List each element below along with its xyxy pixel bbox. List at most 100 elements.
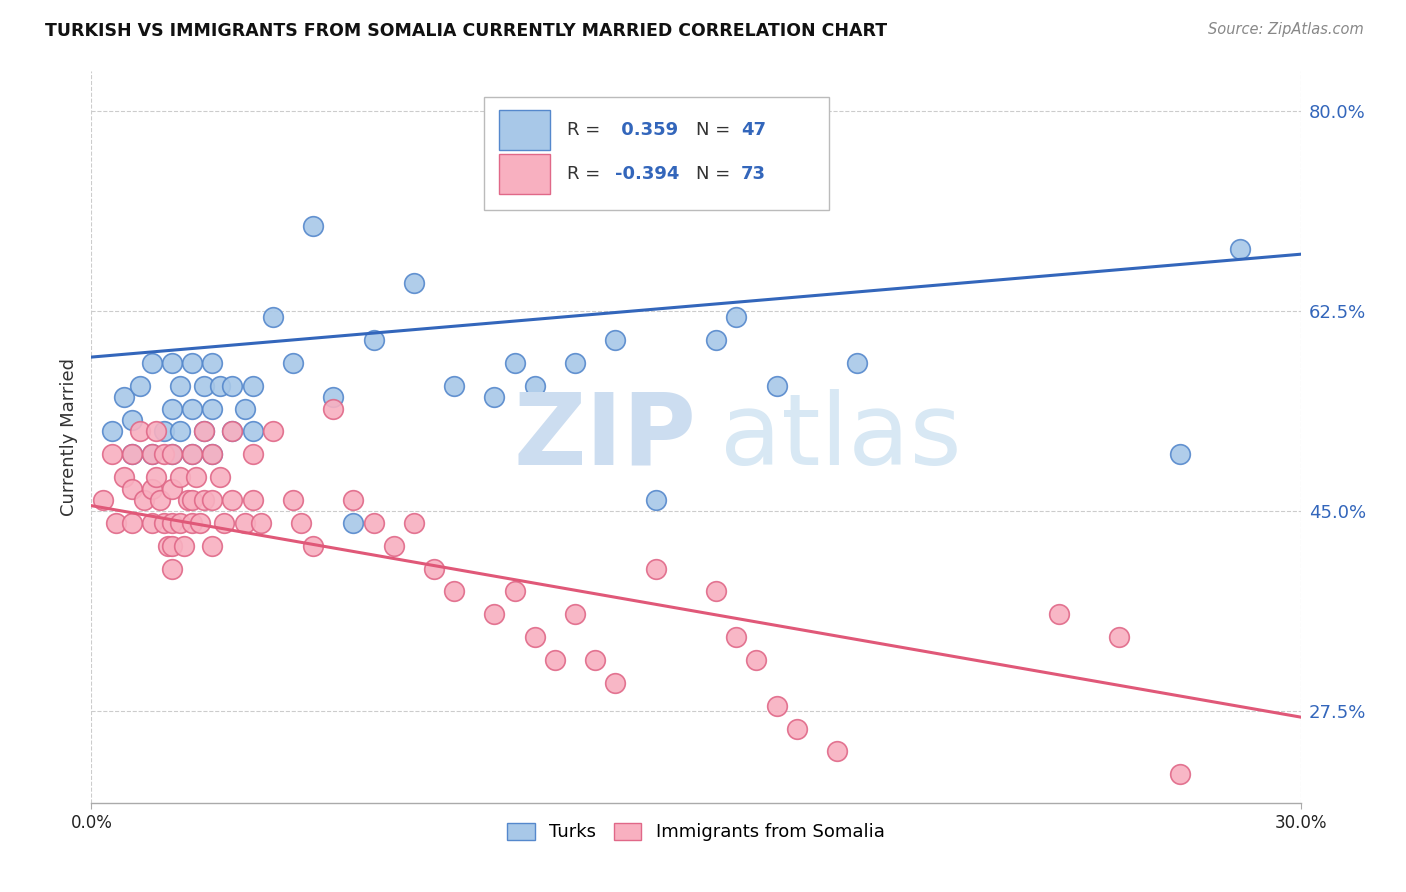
Point (201, 492, 224, 507)
Point (443, 584, 465, 599)
Point (169, 425, 191, 439)
Point (363, 516, 385, 530)
Point (121, 447, 143, 461)
Point (423, 561, 446, 575)
Point (160, 516, 183, 530)
Point (1047, 607, 1070, 622)
Point (141, 482, 163, 496)
Point (786, 722, 808, 736)
Point (145, 470, 167, 484)
Point (149, 492, 172, 507)
Point (100, 447, 122, 461)
Text: ZIP: ZIP (513, 389, 696, 485)
Point (281, 356, 304, 370)
Point (201, 539, 224, 553)
Text: 73: 73 (741, 165, 766, 183)
FancyBboxPatch shape (499, 110, 550, 150)
Point (484, 607, 506, 622)
Point (193, 425, 215, 439)
Y-axis label: Currently Married: Currently Married (59, 358, 77, 516)
Point (112, 470, 135, 484)
Text: N =: N = (696, 165, 730, 183)
Text: Source: ZipAtlas.com: Source: ZipAtlas.com (1208, 22, 1364, 37)
Point (141, 356, 163, 370)
Point (644, 561, 666, 575)
Point (160, 539, 183, 553)
Point (141, 516, 163, 530)
Point (1168, 767, 1191, 781)
Point (221, 378, 243, 392)
Point (704, 333, 727, 347)
Point (177, 492, 200, 507)
Point (181, 401, 204, 416)
Point (181, 447, 204, 461)
Point (169, 516, 191, 530)
Point (503, 356, 526, 370)
Point (201, 356, 224, 370)
Point (193, 492, 215, 507)
Point (281, 492, 304, 507)
Point (290, 516, 312, 530)
Text: R =: R = (567, 165, 600, 183)
Point (221, 492, 243, 507)
Point (160, 401, 183, 416)
Point (242, 447, 264, 461)
Point (262, 310, 284, 324)
Point (93, 492, 115, 507)
Point (233, 516, 256, 530)
Point (302, 219, 325, 233)
Point (363, 333, 385, 347)
Point (342, 516, 364, 530)
Point (605, 333, 627, 347)
Point (249, 516, 271, 530)
Point (173, 539, 195, 553)
Point (153, 425, 176, 439)
Text: TURKISH VS IMMIGRANTS FROM SOMALIA CURRENTLY MARRIED CORRELATION CHART: TURKISH VS IMMIGRANTS FROM SOMALIA CURRE… (45, 22, 887, 40)
Point (201, 447, 224, 461)
Point (564, 356, 586, 370)
Text: 47: 47 (741, 121, 766, 139)
Text: 0.359: 0.359 (614, 121, 678, 139)
Point (523, 630, 546, 644)
Point (605, 675, 627, 690)
Point (322, 401, 344, 416)
Point (181, 516, 204, 530)
Text: R =: R = (567, 121, 600, 139)
Point (160, 447, 183, 461)
Point (725, 310, 748, 324)
Point (145, 425, 167, 439)
Point (214, 516, 236, 530)
Point (443, 378, 465, 392)
Point (121, 447, 143, 461)
Point (169, 470, 191, 484)
Point (322, 390, 344, 404)
Point (1168, 447, 1191, 461)
Point (201, 401, 224, 416)
Point (153, 447, 176, 461)
Point (1108, 630, 1130, 644)
Point (100, 425, 122, 439)
Point (156, 539, 179, 553)
Legend: Turks, Immigrants from Somalia: Turks, Immigrants from Somalia (501, 815, 891, 848)
Point (644, 492, 666, 507)
Point (112, 390, 135, 404)
Point (141, 447, 163, 461)
Point (209, 470, 232, 484)
Point (193, 378, 215, 392)
Point (1229, 242, 1251, 256)
Text: N =: N = (696, 121, 730, 139)
Point (233, 401, 256, 416)
Point (181, 356, 204, 370)
Point (132, 492, 155, 507)
Point (221, 425, 243, 439)
Point (765, 378, 787, 392)
Point (704, 584, 727, 599)
Point (128, 378, 150, 392)
Point (825, 744, 848, 758)
Point (583, 653, 606, 667)
Point (342, 492, 364, 507)
Point (121, 516, 143, 530)
Point (484, 390, 506, 404)
Point (186, 470, 208, 484)
Point (221, 425, 243, 439)
